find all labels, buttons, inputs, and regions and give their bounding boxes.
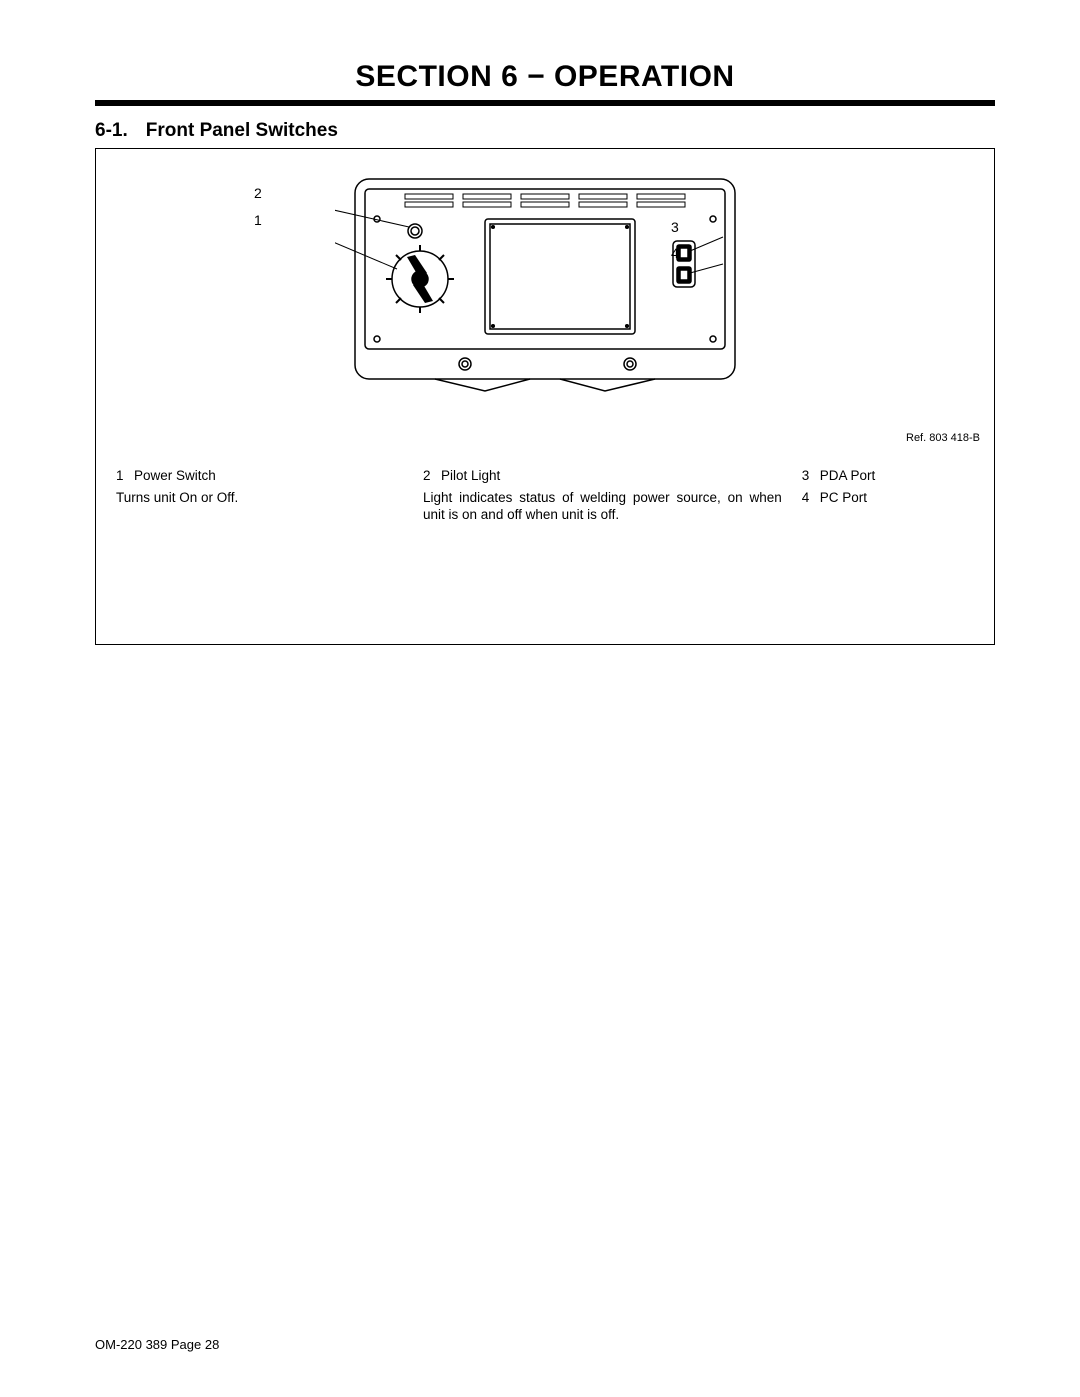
title-rule — [95, 100, 995, 106]
callout-1: 1 — [254, 212, 262, 228]
legend-term: PC Port — [820, 489, 867, 507]
legend-col-1: 1 Power Switch Turns unit On or Off. — [116, 467, 403, 524]
subhead-number: 6-1. — [95, 120, 128, 141]
legend-col-3: 3 PDA Port 4 PC Port — [802, 467, 974, 524]
page-footer: OM-220 389 Page 28 — [95, 1337, 219, 1352]
section-title: SECTION 6 − OPERATION — [95, 60, 995, 94]
legend-num: 3 — [802, 467, 820, 485]
legend-desc: Light indicates status of welding power … — [423, 489, 782, 524]
figure-box: 2 1 3 4 — [95, 148, 995, 645]
legend-term: Power Switch — [134, 467, 216, 485]
legend-num: 2 — [423, 467, 441, 485]
legend-term: Pilot Light — [441, 467, 500, 485]
legend-num: 1 — [116, 467, 134, 485]
legend: 1 Power Switch Turns unit On or Off. 2 P… — [116, 467, 974, 524]
legend-desc: Turns unit On or Off. — [116, 489, 403, 507]
legend-col-2: 2 Pilot Light Light indicates status of … — [423, 467, 782, 524]
legend-term: PDA Port — [820, 467, 876, 485]
callout-2: 2 — [254, 185, 262, 201]
subsection-heading: 6-1. Front Panel Switches — [95, 120, 995, 142]
front-panel-diagram — [335, 169, 755, 409]
subhead-text: Front Panel Switches — [146, 120, 338, 141]
figure-ref: Ref. 803 418-B — [906, 432, 980, 444]
legend-num: 4 — [802, 489, 820, 507]
